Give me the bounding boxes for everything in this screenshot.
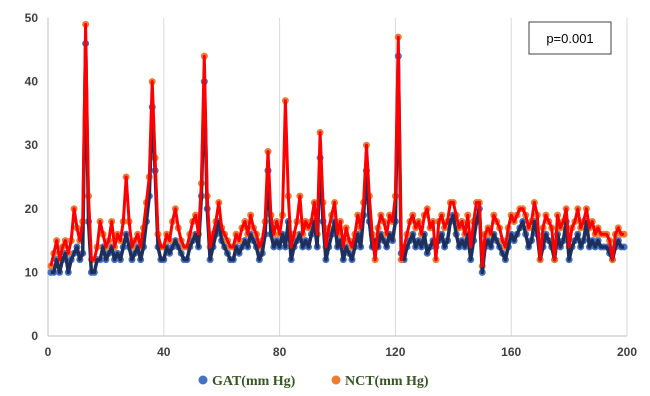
axis-layer [47,18,627,337]
x-tick-label-40: 40 [157,345,171,359]
y-tick-label-0: 0 [31,329,38,343]
y-tick-label-10: 10 [25,265,39,279]
x-tick-labels: 0 40 80 120 160 200 [45,345,638,359]
annotation-frame [528,21,612,55]
series-line-nct [49,22,625,268]
y-tick-labels: 0 10 20 30 40 50 [25,11,39,343]
y-tick-label-50: 50 [25,11,39,25]
y-tick-label-30: 30 [25,138,39,152]
legend-label-nct: NCT(mm Hg) [345,374,429,389]
x-tick-label-200: 200 [617,345,637,359]
x-tick-label-0: 0 [45,345,52,359]
legend-marker-gat [198,375,208,385]
point-nct-199 [620,230,628,238]
legend-marker-nct [331,375,341,385]
series-lines [49,22,625,275]
legend-label-gat: GAT(mm Hg) [212,374,296,389]
legend: GAT(mm Hg) NCT(mm Hg) [198,374,429,389]
x-tick-label-120: 120 [385,345,405,359]
series-line-gat [50,41,625,275]
y-tick-label-20: 20 [25,202,39,216]
p-value-label: p=0.001 [546,31,593,46]
annotation-box: p=0.001 [528,21,612,55]
x-tick-label-160: 160 [501,345,521,359]
x-tick-label-80: 80 [273,345,287,359]
y-tick-label-40: 40 [25,75,39,89]
